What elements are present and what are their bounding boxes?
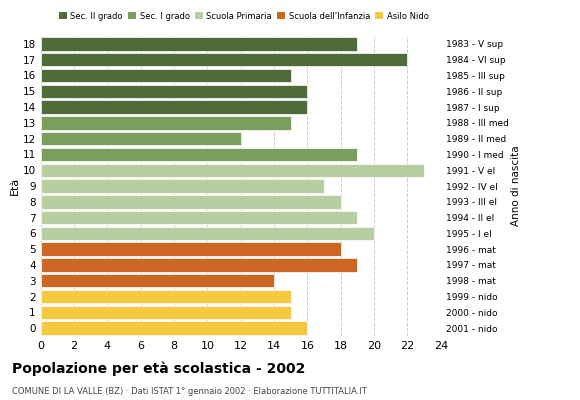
Bar bbox=[41, 37, 357, 51]
Bar bbox=[41, 258, 357, 272]
Legend: Sec. II grado, Sec. I grado, Scuola Primaria, Scuola dell'Infanzia, Asilo Nido: Sec. II grado, Sec. I grado, Scuola Prim… bbox=[56, 8, 432, 24]
Text: COMUNE DI LA VALLE (BZ) · Dati ISTAT 1° gennaio 2002 · Elaborazione TUTTITALIA.I: COMUNE DI LA VALLE (BZ) · Dati ISTAT 1° … bbox=[12, 387, 367, 396]
Bar bbox=[41, 53, 407, 66]
Bar bbox=[41, 84, 307, 98]
Bar bbox=[41, 148, 357, 161]
Bar bbox=[41, 274, 274, 288]
Bar bbox=[41, 132, 241, 145]
Bar bbox=[41, 290, 291, 303]
Text: Popolazione per età scolastica - 2002: Popolazione per età scolastica - 2002 bbox=[12, 362, 305, 376]
Y-axis label: Anno di nascita: Anno di nascita bbox=[512, 146, 521, 226]
Bar bbox=[41, 321, 307, 335]
Bar bbox=[41, 211, 357, 224]
Bar bbox=[41, 179, 324, 193]
Bar bbox=[41, 69, 291, 82]
Bar bbox=[41, 195, 341, 208]
Bar bbox=[41, 306, 291, 319]
Bar bbox=[41, 227, 374, 240]
Y-axis label: Età: Età bbox=[10, 177, 20, 195]
Bar bbox=[41, 242, 341, 256]
Bar bbox=[41, 116, 291, 130]
Bar bbox=[41, 164, 424, 177]
Bar bbox=[41, 100, 307, 114]
